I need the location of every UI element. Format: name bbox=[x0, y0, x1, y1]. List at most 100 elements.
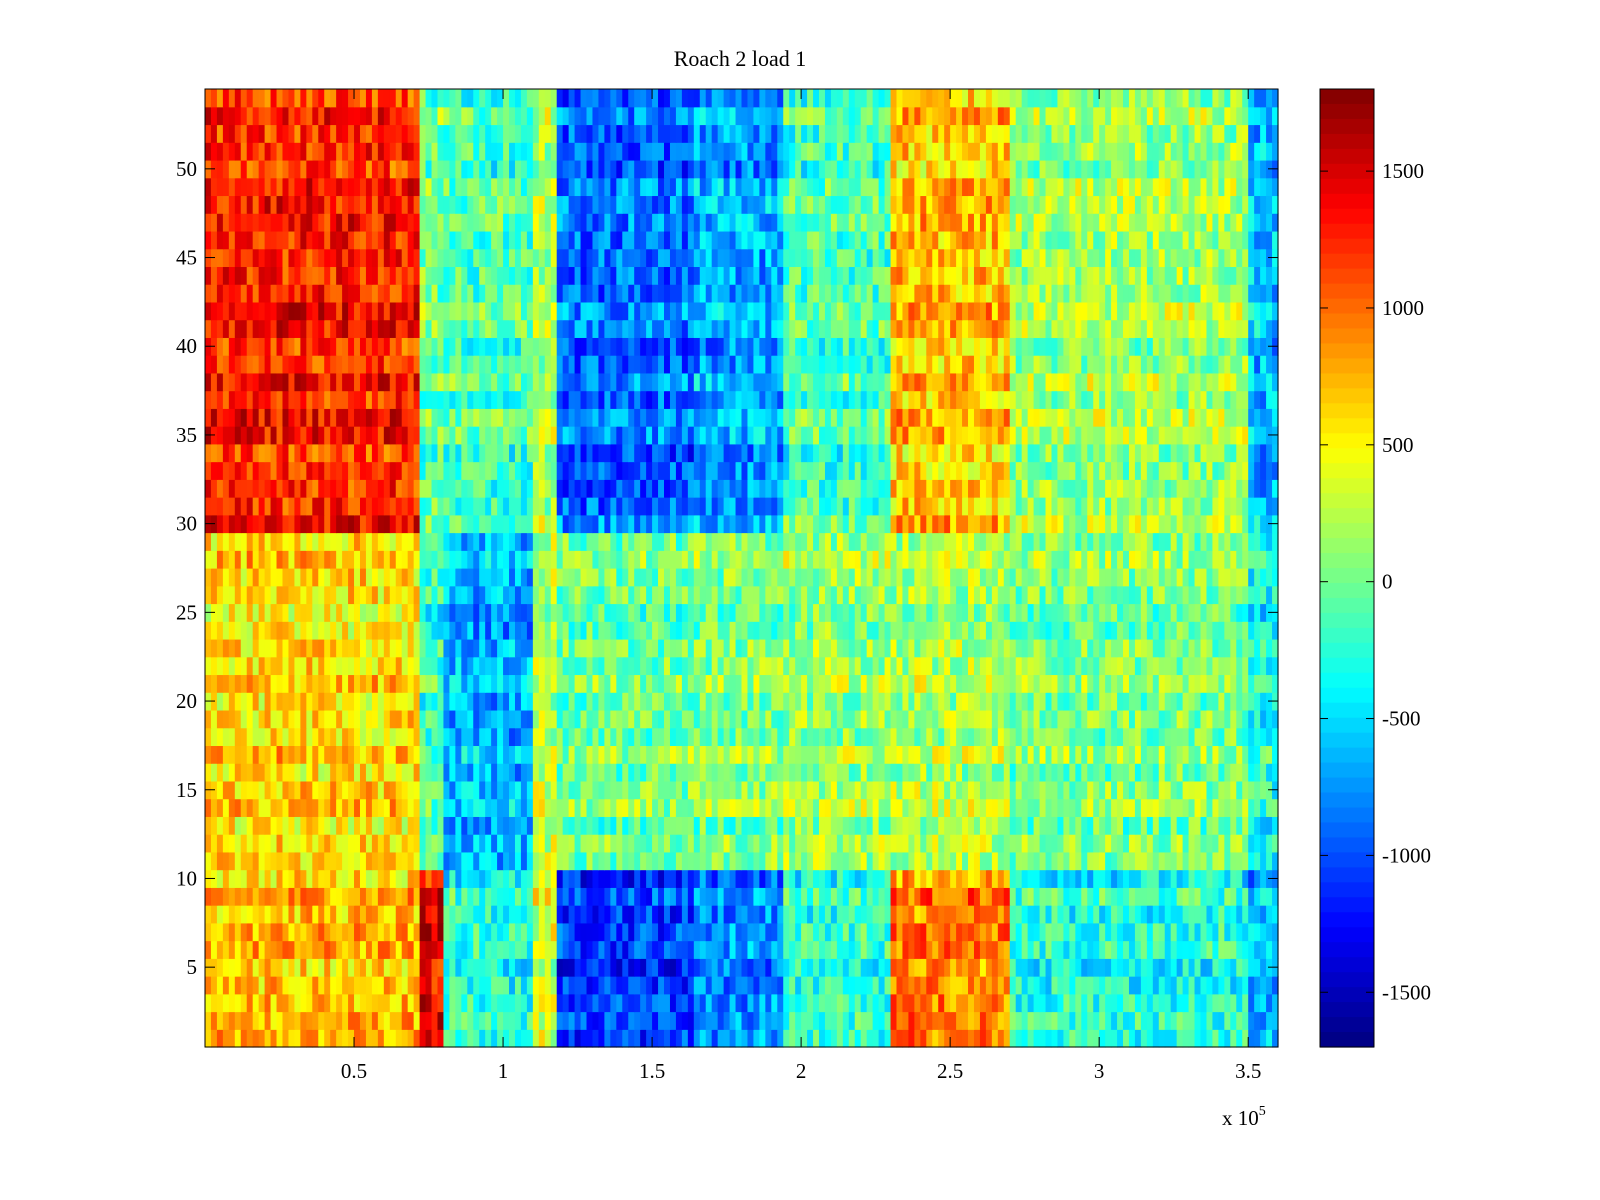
heatmap-cell bbox=[813, 780, 820, 800]
heatmap-cell bbox=[1033, 763, 1041, 782]
heatmap-cell bbox=[854, 798, 862, 817]
heatmap-cell bbox=[824, 905, 832, 924]
heatmap-cell bbox=[389, 1029, 397, 1048]
heatmap-cell bbox=[1051, 780, 1059, 800]
heatmap-cell bbox=[890, 745, 898, 764]
heatmap-cell bbox=[330, 763, 337, 782]
heatmap-cell bbox=[234, 1011, 242, 1030]
heatmap-cell bbox=[455, 638, 462, 658]
heatmap-cell bbox=[699, 638, 707, 658]
heatmap-cell bbox=[1123, 745, 1130, 764]
heatmap-cell bbox=[801, 798, 808, 817]
heatmap-cell bbox=[1134, 940, 1142, 959]
heatmap-cell bbox=[210, 674, 218, 693]
heatmap-cell bbox=[932, 585, 939, 605]
heatmap-cell bbox=[646, 993, 653, 1013]
heatmap-cell bbox=[264, 905, 272, 924]
heatmap-cell bbox=[705, 585, 713, 605]
heatmap-cell bbox=[777, 851, 784, 871]
heatmap-cell bbox=[1099, 851, 1106, 871]
heatmap-cell bbox=[771, 745, 778, 764]
heatmap-cell bbox=[842, 940, 850, 959]
heatmap-cell bbox=[252, 887, 260, 906]
heatmap-cell bbox=[354, 745, 361, 764]
heatmap-cell bbox=[693, 922, 701, 942]
heatmap-cell bbox=[747, 568, 755, 587]
heatmap-cell bbox=[401, 887, 409, 906]
heatmap-cell bbox=[723, 709, 731, 729]
heatmap-cell bbox=[383, 1011, 391, 1030]
heatmap-cell bbox=[890, 834, 898, 853]
heatmap-cell bbox=[807, 763, 814, 782]
heatmap-cell bbox=[908, 568, 915, 587]
heatmap-cell bbox=[205, 621, 212, 640]
heatmap-cell bbox=[783, 887, 790, 906]
heatmap-cell bbox=[234, 887, 242, 906]
heatmap-cell bbox=[640, 1029, 647, 1048]
heatmap-cell bbox=[443, 638, 450, 658]
heatmap-cell bbox=[813, 922, 820, 942]
heatmap-cell bbox=[306, 869, 313, 888]
heatmap-cell bbox=[365, 550, 373, 569]
heatmap-cell bbox=[693, 585, 701, 605]
heatmap-cell bbox=[693, 763, 701, 782]
heatmap-cell bbox=[449, 887, 456, 906]
heatmap-cell bbox=[1051, 798, 1059, 817]
heatmap-cell bbox=[652, 603, 659, 622]
heatmap-cell bbox=[717, 922, 725, 942]
heatmap-cell bbox=[908, 976, 915, 995]
heatmap-cell bbox=[616, 1011, 623, 1030]
heatmap-cell bbox=[1242, 709, 1249, 729]
heatmap-cell bbox=[461, 780, 468, 800]
heatmap-cell bbox=[1140, 692, 1148, 711]
heatmap-cell bbox=[300, 727, 307, 747]
heatmap-cell bbox=[979, 621, 987, 640]
heatmap-cell bbox=[437, 993, 445, 1013]
heatmap-cell bbox=[514, 550, 522, 569]
heatmap-cell bbox=[973, 585, 981, 605]
heatmap-cell bbox=[371, 1029, 379, 1048]
heatmap-cell bbox=[371, 887, 379, 906]
heatmap-cell bbox=[783, 745, 790, 764]
heatmap-cell bbox=[1170, 816, 1178, 835]
heatmap-cell bbox=[914, 550, 921, 569]
heatmap-cell bbox=[1003, 763, 1011, 782]
heatmap-cell bbox=[1051, 851, 1059, 871]
heatmap-cell bbox=[1015, 993, 1023, 1013]
heatmap-cell bbox=[1105, 603, 1112, 622]
heatmap-cell bbox=[664, 656, 671, 676]
heatmap-cell bbox=[634, 1029, 641, 1048]
heatmap-cell bbox=[395, 834, 403, 853]
heatmap-cell bbox=[777, 1029, 784, 1048]
heatmap-cell bbox=[807, 940, 814, 959]
heatmap-cell bbox=[813, 976, 820, 995]
heatmap-cell bbox=[944, 958, 951, 977]
heatmap-cell bbox=[622, 621, 629, 640]
heatmap-cell bbox=[491, 568, 498, 587]
heatmap-cell bbox=[431, 887, 439, 906]
heatmap-cell bbox=[532, 780, 540, 800]
heatmap-cell bbox=[1272, 922, 1279, 942]
heatmap-cell bbox=[1182, 887, 1190, 906]
heatmap-cell bbox=[854, 1011, 862, 1030]
heatmap-cell bbox=[395, 638, 403, 658]
heatmap-cell bbox=[1176, 1029, 1184, 1048]
heatmap-cell bbox=[586, 887, 594, 906]
heatmap-cell bbox=[1051, 958, 1059, 977]
heatmap-cell bbox=[1033, 816, 1041, 835]
heatmap-cell bbox=[336, 905, 343, 924]
heatmap-cell bbox=[1111, 603, 1118, 622]
heatmap-cell bbox=[371, 798, 379, 817]
heatmap-cell bbox=[985, 674, 993, 693]
heatmap-cell bbox=[705, 550, 713, 569]
heatmap-cell bbox=[371, 905, 379, 924]
heatmap-cell bbox=[294, 763, 301, 782]
heatmap-cell bbox=[491, 692, 498, 711]
heatmap-cell bbox=[1117, 1029, 1124, 1048]
heatmap-cell bbox=[711, 550, 719, 569]
heatmap-cell bbox=[359, 763, 367, 782]
heatmap-cell bbox=[1033, 940, 1041, 959]
heatmap-cell bbox=[550, 851, 558, 871]
heatmap-cell bbox=[753, 1011, 760, 1030]
heatmap-cell bbox=[222, 976, 230, 995]
